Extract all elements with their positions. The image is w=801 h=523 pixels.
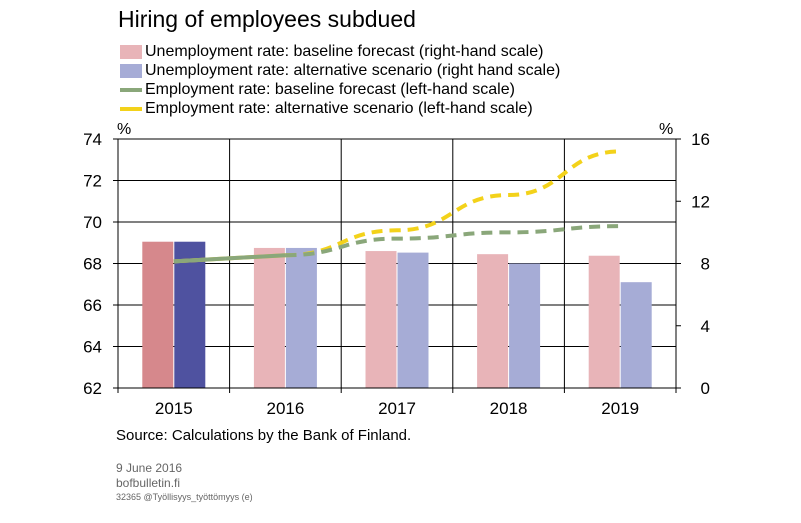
source-note: Source: Calculations by the Bank of Finl… <box>116 427 412 444</box>
legend: Unemployment rate: baseline forecast (ri… <box>120 42 560 118</box>
left-axis-unit: % <box>117 121 131 138</box>
legend-label: Unemployment rate: alternative scenario … <box>145 62 561 79</box>
right-tick-label: 4 <box>701 317 710 336</box>
legend-item-employment-baseline: Employment rate: baseline forecast (left… <box>120 80 560 99</box>
right-tick-label: 16 <box>691 130 710 149</box>
left-tick-label: 72 <box>83 172 102 191</box>
bar-unemployment-baseline <box>365 251 397 388</box>
x-tick-label: 2019 <box>601 399 639 418</box>
legend-item-employment-alternative: Employment rate: alternative scenario (l… <box>120 99 560 118</box>
legend-label: Employment rate: alternative scenario (l… <box>145 100 533 117</box>
legend-swatch <box>120 87 142 92</box>
bar-unemployment-alternative <box>620 282 652 388</box>
left-tick-label: 74 <box>83 130 102 149</box>
right-axis-unit: % <box>659 121 673 138</box>
x-tick-label: 2016 <box>266 399 304 418</box>
right-tick-label: 8 <box>701 255 710 274</box>
bar-unemployment-baseline <box>142 241 174 388</box>
left-tick-label: 68 <box>83 255 102 274</box>
line-employment-alternative-forecast <box>285 149 621 258</box>
left-tick-label: 70 <box>83 213 102 232</box>
bar-unemployment-baseline <box>253 247 285 388</box>
legend-item-unemployment-alternative: Unemployment rate: alternative scenario … <box>120 61 560 80</box>
left-tick-label: 62 <box>83 379 102 398</box>
right-tick-label: 0 <box>701 379 710 398</box>
right-tick-label: 12 <box>691 192 710 211</box>
bar-unemployment-baseline <box>477 254 509 388</box>
bar-unemployment-baseline <box>588 255 620 388</box>
x-tick-label: 2015 <box>155 399 193 418</box>
legend-label: Unemployment rate: baseline forecast (ri… <box>145 43 544 60</box>
legend-swatch <box>120 63 142 78</box>
left-tick-label: 66 <box>83 296 102 315</box>
bar-unemployment-alternative <box>285 247 317 388</box>
x-tick-label: 2017 <box>378 399 416 418</box>
footer-date: 9 June 2016 <box>116 461 183 475</box>
line-employment-baseline <box>173 253 286 264</box>
legend-label: Employment rate: baseline forecast (left… <box>145 81 515 98</box>
line-employment-baseline-forecast <box>285 224 621 258</box>
bar-unemployment-alternative <box>397 252 429 388</box>
bar-unemployment-alternative <box>174 241 206 388</box>
footer-code: 32365 @Työllisyys_työttömyys (e) <box>116 492 253 502</box>
legend-swatch <box>120 106 142 111</box>
bar-unemployment-alternative <box>509 263 541 388</box>
x-tick-label: 2018 <box>490 399 528 418</box>
chart-title: Hiring of employees subdued <box>118 6 416 32</box>
footer-site: bofbulletin.fi <box>116 476 181 490</box>
legend-item-unemployment-baseline: Unemployment rate: baseline forecast (ri… <box>120 42 560 61</box>
legend-swatch <box>120 44 142 59</box>
left-tick-label: 64 <box>83 338 102 357</box>
